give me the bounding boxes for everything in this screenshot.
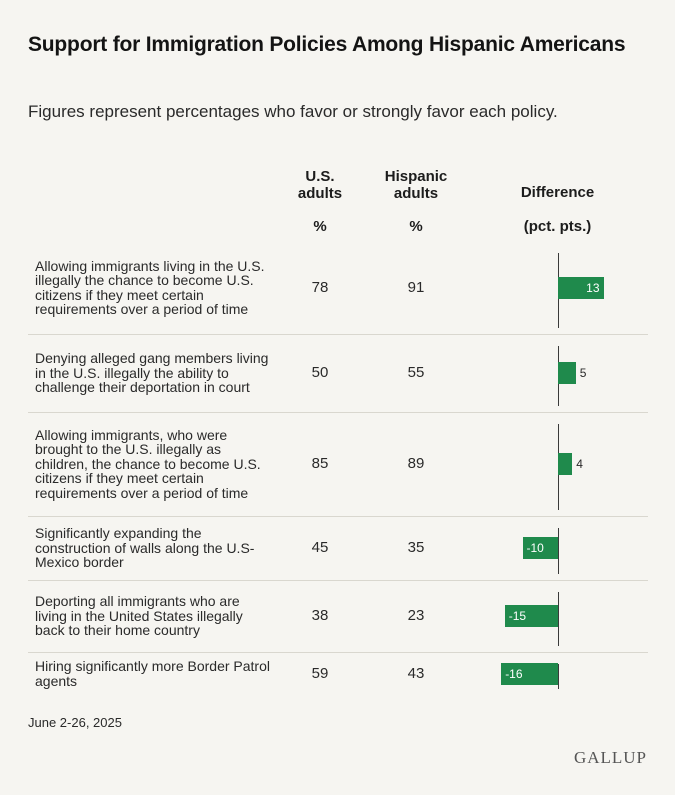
difference-bar [558, 362, 576, 384]
difference-label: -15 [508, 609, 527, 623]
difference-label: -10 [526, 541, 544, 555]
us-adults-value: 85 [311, 455, 329, 472]
hispanic-adults-value: 23 [407, 607, 425, 624]
policy-label: Allowing immigrants living in the U.S. i… [35, 257, 265, 317]
zero-axis [558, 592, 559, 646]
hispanic-adults-value: 55 [407, 364, 425, 381]
col-header-difference-unit: (pct. pts.) [523, 218, 592, 235]
zero-axis [558, 528, 559, 574]
col-pct-hispanic-adults: % [409, 218, 423, 235]
col-header-hispanic-adults: Hispanic adults [384, 168, 448, 202]
difference-label: -16 [505, 666, 523, 681]
us-adults-value: 45 [311, 539, 329, 556]
row-separator [28, 652, 648, 653]
col-header-us-adults: U.S. adults [297, 168, 343, 202]
chart-title: Support for Immigration Policies Among H… [28, 33, 626, 56]
policy-label: Significantly expanding the construction… [35, 525, 255, 571]
policy-label: Denying alleged gang members living in t… [35, 350, 269, 396]
difference-bar [522, 537, 558, 559]
us-adults-value: 50 [311, 364, 329, 381]
difference-bar [558, 453, 573, 475]
chart-subtitle: Figures represent percentages who favor … [28, 102, 558, 121]
policy-label: Hiring significantly more Border Patrol … [35, 658, 270, 689]
hispanic-adults-value: 91 [407, 278, 425, 296]
difference-label: 4 [576, 457, 583, 471]
difference-bar [501, 662, 558, 685]
row-separator [28, 334, 648, 335]
row-separator [28, 580, 648, 581]
hispanic-adults-value: 35 [407, 539, 425, 556]
policy-label: Allowing immigrants, who were brought to… [35, 426, 261, 501]
gallup-logo: GALLUP [573, 748, 647, 767]
difference-label: 13 [586, 280, 600, 295]
footer-date: June 2-26, 2025 [28, 715, 122, 730]
difference-bar [558, 276, 605, 299]
policy-label: Deporting all immigrants who are living … [35, 593, 243, 639]
us-adults-value: 78 [311, 278, 329, 296]
difference-bar [504, 605, 558, 627]
us-adults-value: 38 [311, 607, 329, 624]
row-separator [28, 516, 648, 517]
hispanic-adults-value: 89 [407, 455, 425, 472]
us-adults-value: 59 [311, 664, 329, 682]
row-separator [28, 412, 648, 413]
col-header-difference: Difference [520, 184, 595, 201]
col-pct-us-adults: % [313, 218, 327, 235]
difference-label: 5 [579, 366, 587, 380]
zero-axis [558, 664, 559, 689]
hispanic-adults-value: 43 [407, 664, 425, 682]
